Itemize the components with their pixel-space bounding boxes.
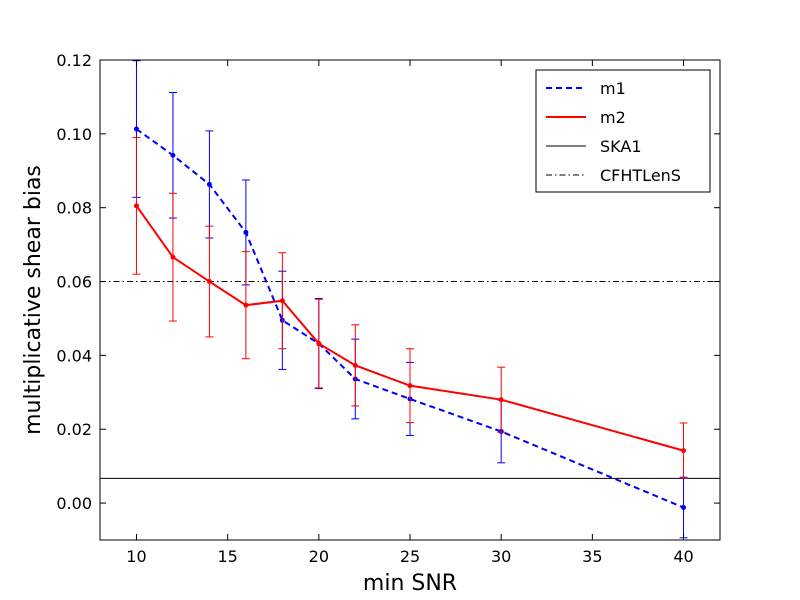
x-tick-label: 30 [491, 547, 511, 566]
data-point-m2 [206, 279, 212, 285]
data-point-m2 [498, 397, 504, 403]
data-point-m2 [243, 302, 249, 308]
data-point-m1 [133, 126, 139, 132]
data-point-m1 [681, 505, 687, 511]
data-point-m2 [407, 383, 413, 389]
data-point-m1 [243, 229, 249, 235]
data-point-m2 [170, 254, 176, 260]
legend-label-m1: m1 [600, 79, 626, 98]
data-point-m2 [279, 298, 285, 304]
series-m2 [132, 137, 688, 479]
x-tick-label: 10 [126, 547, 146, 566]
y-tick-label: 0.12 [56, 51, 92, 70]
legend-label-m2: m2 [600, 108, 626, 127]
reference-lines [100, 281, 720, 479]
series-line-m2 [135, 205, 684, 452]
data-point-m2 [352, 362, 358, 368]
y-tick-label: 0.04 [56, 346, 92, 365]
x-tick-label: 20 [309, 547, 329, 566]
data-point-m2 [316, 341, 322, 347]
data-point-m1 [206, 181, 212, 187]
series-layer [132, 60, 688, 539]
x-tick-label: 25 [400, 547, 420, 566]
legend: m1 m2 SKA1 CFHTLenS [535, 69, 711, 193]
x-tick-label: 15 [217, 547, 237, 566]
y-tick-label: 0.00 [56, 494, 92, 513]
x-axis-label: min SNR [363, 571, 457, 596]
legend-label-ska1: SKA1 [600, 137, 642, 156]
y-tick-label: 0.08 [56, 199, 92, 218]
y-axis-label: multiplicative shear bias [21, 165, 46, 435]
y-tick-label: 0.06 [56, 273, 92, 292]
axis-ticks: 10 15 20 25 30 35 40 0.00 0.02 0.04 0.06 0.08 0.10 0.… [56, 51, 720, 566]
x-tick-label: 40 [673, 547, 693, 566]
data-point-m2 [681, 448, 687, 454]
legend-box [535, 69, 711, 193]
legend-label-cfhtlens: CFHTLenS [600, 166, 681, 185]
y-tick-label: 0.10 [56, 125, 92, 144]
y-tick-label: 0.02 [56, 420, 92, 439]
data-point-m1 [170, 152, 176, 158]
x-tick-label: 35 [582, 547, 602, 566]
data-point-m2 [133, 203, 139, 209]
